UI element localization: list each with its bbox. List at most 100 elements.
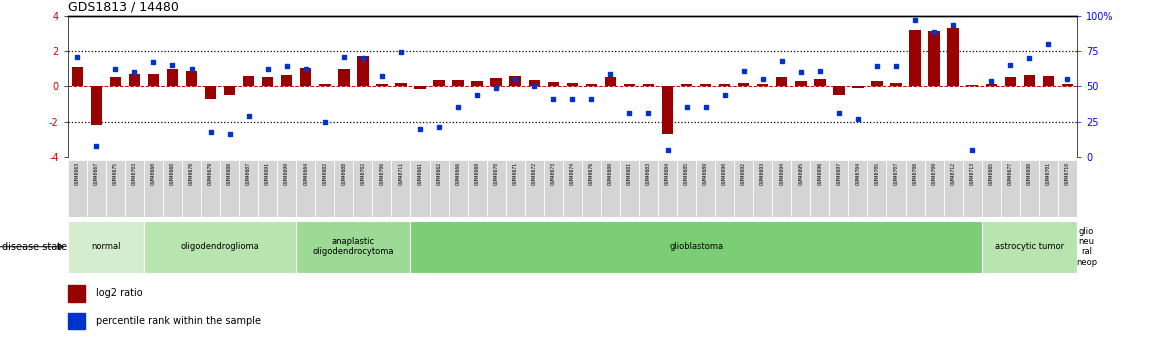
Text: GSM40703: GSM40703 bbox=[132, 162, 137, 185]
FancyBboxPatch shape bbox=[639, 160, 658, 217]
FancyBboxPatch shape bbox=[563, 160, 582, 217]
Bar bbox=[566, 83, 578, 86]
Bar bbox=[738, 83, 750, 86]
Text: GSM40691: GSM40691 bbox=[265, 162, 270, 185]
FancyBboxPatch shape bbox=[467, 160, 487, 217]
FancyBboxPatch shape bbox=[791, 160, 811, 217]
Text: GSM40685: GSM40685 bbox=[684, 162, 689, 185]
Text: GSM40701: GSM40701 bbox=[1045, 162, 1051, 185]
Text: GSM40675: GSM40675 bbox=[113, 162, 118, 185]
FancyBboxPatch shape bbox=[430, 160, 449, 217]
Bar bbox=[91, 86, 102, 125]
Text: glioblastoma: glioblastoma bbox=[669, 242, 723, 251]
Bar bbox=[910, 30, 920, 86]
Text: GSM40679: GSM40679 bbox=[208, 162, 213, 185]
Text: GSM40677: GSM40677 bbox=[1008, 162, 1013, 185]
Text: GSM40698: GSM40698 bbox=[1027, 162, 1031, 185]
FancyBboxPatch shape bbox=[487, 160, 506, 217]
FancyBboxPatch shape bbox=[1001, 160, 1020, 217]
FancyBboxPatch shape bbox=[506, 160, 524, 217]
Text: GSM40696: GSM40696 bbox=[818, 162, 822, 185]
Text: GSM40687: GSM40687 bbox=[246, 162, 251, 185]
Bar bbox=[224, 86, 235, 95]
FancyBboxPatch shape bbox=[144, 160, 164, 217]
FancyBboxPatch shape bbox=[753, 160, 772, 217]
FancyBboxPatch shape bbox=[220, 160, 239, 217]
FancyBboxPatch shape bbox=[1077, 221, 1096, 273]
Text: GSM40704: GSM40704 bbox=[855, 162, 861, 185]
Text: percentile rank within the sample: percentile rank within the sample bbox=[96, 316, 260, 326]
FancyBboxPatch shape bbox=[1038, 160, 1058, 217]
Bar bbox=[814, 79, 826, 86]
FancyBboxPatch shape bbox=[86, 160, 106, 217]
Text: GSM40688: GSM40688 bbox=[341, 162, 347, 185]
Bar bbox=[491, 78, 502, 86]
Bar bbox=[509, 76, 521, 86]
Text: GSM40695: GSM40695 bbox=[798, 162, 804, 185]
FancyBboxPatch shape bbox=[962, 160, 981, 217]
Text: disease state: disease state bbox=[2, 242, 68, 252]
Bar bbox=[1004, 77, 1016, 86]
Bar bbox=[947, 28, 959, 86]
Text: GSM40661: GSM40661 bbox=[417, 162, 423, 185]
Text: anaplastic
oligodendrocytoma: anaplastic oligodendrocytoma bbox=[313, 237, 394, 256]
Text: GSM40671: GSM40671 bbox=[513, 162, 517, 185]
Bar bbox=[585, 83, 597, 86]
FancyBboxPatch shape bbox=[68, 160, 86, 217]
FancyBboxPatch shape bbox=[201, 160, 220, 217]
FancyBboxPatch shape bbox=[410, 160, 430, 217]
FancyBboxPatch shape bbox=[391, 160, 410, 217]
Text: GSM40680: GSM40680 bbox=[607, 162, 613, 185]
Bar bbox=[71, 67, 83, 86]
FancyBboxPatch shape bbox=[905, 160, 925, 217]
FancyBboxPatch shape bbox=[297, 160, 315, 217]
Bar bbox=[186, 71, 197, 86]
Bar bbox=[719, 84, 730, 86]
FancyBboxPatch shape bbox=[944, 160, 962, 217]
Text: GSM40670: GSM40670 bbox=[494, 162, 499, 185]
Text: GSM40676: GSM40676 bbox=[589, 162, 593, 185]
FancyBboxPatch shape bbox=[125, 160, 144, 217]
Bar bbox=[167, 69, 179, 86]
FancyBboxPatch shape bbox=[1058, 160, 1077, 217]
FancyBboxPatch shape bbox=[868, 160, 887, 217]
Bar bbox=[833, 86, 844, 95]
Text: GSM40694: GSM40694 bbox=[779, 162, 784, 185]
Bar bbox=[357, 56, 369, 86]
FancyBboxPatch shape bbox=[715, 160, 735, 217]
Text: glio
neu
ral
neop: glio neu ral neop bbox=[1076, 227, 1097, 267]
Text: GSM40666: GSM40666 bbox=[456, 162, 460, 185]
FancyBboxPatch shape bbox=[544, 160, 563, 217]
FancyBboxPatch shape bbox=[696, 160, 715, 217]
Text: GSM40709: GSM40709 bbox=[932, 162, 937, 185]
Text: GSM40672: GSM40672 bbox=[531, 162, 537, 185]
Bar bbox=[147, 74, 159, 86]
Bar bbox=[642, 84, 654, 86]
FancyBboxPatch shape bbox=[1020, 160, 1038, 217]
Text: log2 ratio: log2 ratio bbox=[96, 288, 142, 298]
Text: GSM40665: GSM40665 bbox=[989, 162, 994, 185]
Bar bbox=[300, 68, 312, 86]
Text: GSM40684: GSM40684 bbox=[665, 162, 670, 185]
Text: GSM40682: GSM40682 bbox=[322, 162, 327, 185]
Text: GSM40667: GSM40667 bbox=[93, 162, 99, 185]
FancyBboxPatch shape bbox=[600, 160, 620, 217]
Bar bbox=[452, 80, 464, 86]
Text: GSM40683: GSM40683 bbox=[646, 162, 651, 185]
FancyBboxPatch shape bbox=[164, 160, 182, 217]
FancyBboxPatch shape bbox=[582, 160, 600, 217]
FancyBboxPatch shape bbox=[772, 160, 791, 217]
Bar bbox=[929, 31, 940, 86]
Text: GSM40686: GSM40686 bbox=[227, 162, 232, 185]
Bar bbox=[662, 86, 673, 134]
Text: astrocytic tumor: astrocytic tumor bbox=[995, 242, 1064, 251]
Bar bbox=[795, 81, 807, 86]
Bar bbox=[548, 82, 559, 86]
FancyBboxPatch shape bbox=[981, 221, 1077, 273]
Bar bbox=[890, 83, 902, 86]
FancyBboxPatch shape bbox=[829, 160, 848, 217]
Text: GSM40705: GSM40705 bbox=[875, 162, 880, 185]
FancyBboxPatch shape bbox=[524, 160, 544, 217]
Text: normal: normal bbox=[91, 242, 120, 251]
FancyBboxPatch shape bbox=[410, 221, 981, 273]
